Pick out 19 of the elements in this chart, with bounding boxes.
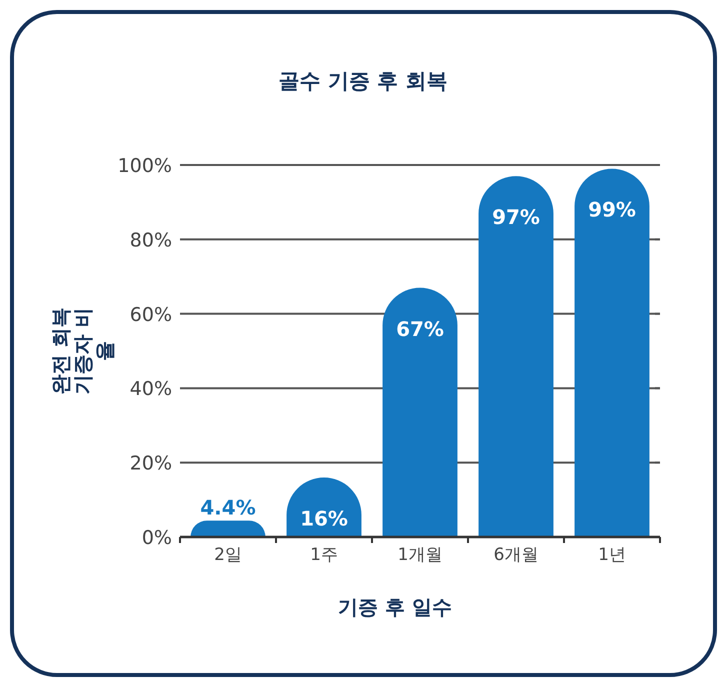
y-tick-label: 40% bbox=[130, 378, 172, 400]
data-label: 97% bbox=[492, 205, 540, 230]
x-tick-label: 1년 bbox=[598, 545, 626, 565]
y-tick-label: 60% bbox=[130, 304, 172, 326]
x-axis-title: 기증 후 일수 bbox=[338, 595, 452, 619]
data-label: 67% bbox=[396, 316, 444, 341]
chart-title: 골수 기증 후 회복 bbox=[278, 69, 448, 93]
y-tick-label: 80% bbox=[130, 229, 172, 252]
x-tick-label: 2일 bbox=[214, 545, 242, 565]
data-label: 16% bbox=[300, 506, 348, 530]
y-tick-label: 20% bbox=[130, 452, 172, 475]
data-label: 4.4% bbox=[200, 496, 256, 520]
y-tick-label: 100% bbox=[118, 155, 172, 177]
y-tick-label: 0% bbox=[142, 527, 172, 549]
ylabel: 완전 회복 기증자 비율 bbox=[49, 306, 115, 396]
x-tick-label: 1개월 bbox=[398, 545, 442, 565]
data-label: 99% bbox=[588, 198, 636, 222]
x-tick-label: 1주 bbox=[310, 545, 338, 565]
x-tick-label: 6개월 bbox=[494, 545, 538, 565]
